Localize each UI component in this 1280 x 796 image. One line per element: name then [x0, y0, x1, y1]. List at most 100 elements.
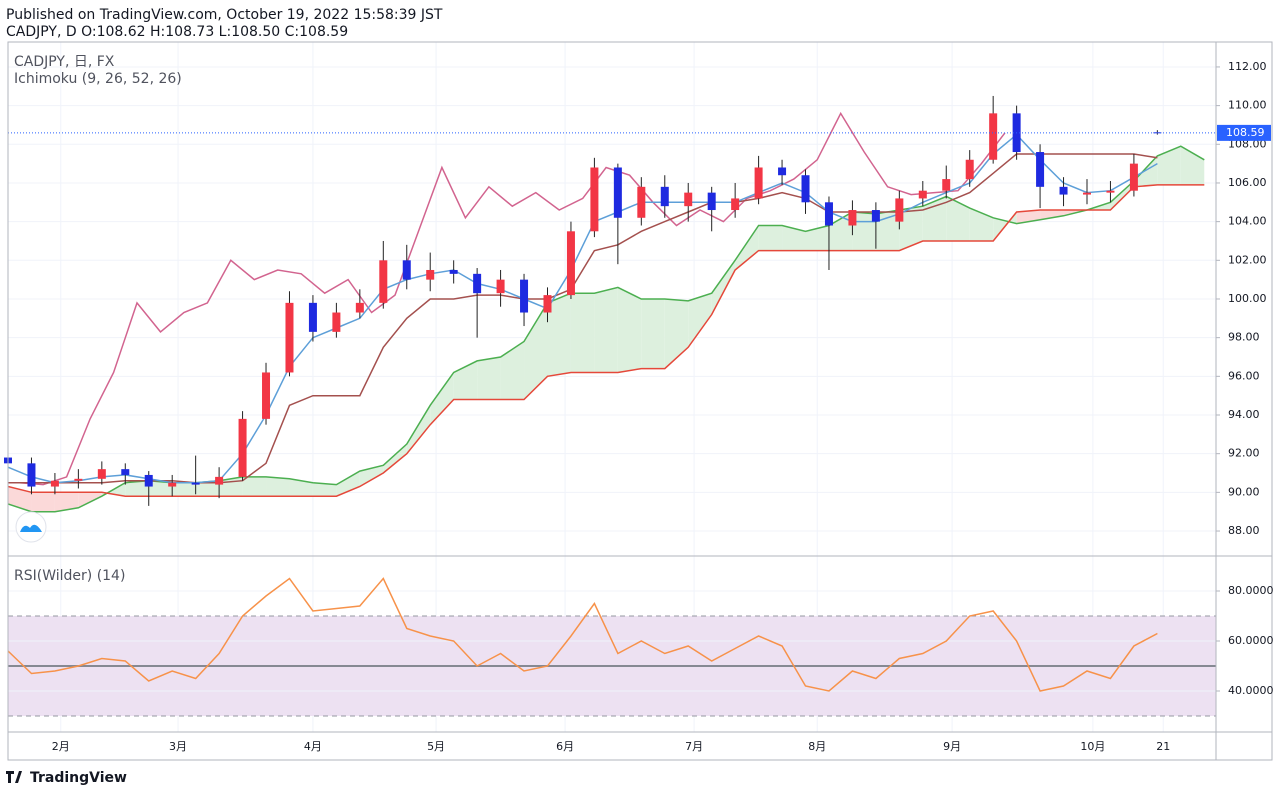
- candle-body: [379, 260, 388, 303]
- candle-body: [989, 113, 998, 160]
- cloud: [617, 287, 642, 373]
- candle-body: [308, 302, 317, 332]
- candle-body: [637, 186, 646, 218]
- cloud: [805, 225, 829, 251]
- logo: TradingView: [6, 770, 127, 786]
- cloud: [711, 260, 736, 315]
- candle-body: [942, 179, 951, 191]
- cloud: [31, 492, 55, 512]
- cloud: [664, 298, 689, 369]
- last-price-label: 108.59: [1226, 126, 1265, 139]
- cloud: [148, 480, 173, 497]
- candle-body: [660, 186, 669, 207]
- y-tick-label: 110.00: [1228, 99, 1267, 112]
- x-tick-label: 2月: [52, 740, 70, 753]
- candle-body: [50, 480, 59, 487]
- x-tick-label: 5月: [427, 740, 445, 753]
- candle-body: [168, 482, 177, 487]
- y-tick-label: 106.00: [1228, 176, 1267, 189]
- x-tick-label: 3月: [169, 740, 187, 753]
- y-tick-label: 92.00: [1228, 447, 1260, 460]
- candle-body: [871, 210, 880, 222]
- cloud: [430, 372, 454, 425]
- span-b-line: [8, 184, 1205, 497]
- y-tick-label: 104.00: [1228, 215, 1267, 228]
- y-tick-label: 88.00: [1228, 524, 1260, 537]
- candle-body: [1129, 163, 1138, 191]
- x-tick-label: 6月: [556, 740, 574, 753]
- y-tick-label: 100.00: [1228, 292, 1267, 305]
- y-tick-label: 60.0000: [1228, 634, 1274, 647]
- x-tick-label: 8月: [808, 740, 826, 753]
- cloud: [1133, 155, 1158, 187]
- candle-body: [496, 279, 505, 294]
- published-line: Published on TradingView.com, October 19…: [6, 7, 443, 23]
- candle-body: [684, 192, 693, 207]
- candle-body: [426, 269, 435, 280]
- y-tick-label: 98.00: [1228, 331, 1260, 344]
- cloud: [899, 206, 923, 251]
- candle-body: [707, 192, 716, 211]
- cloud: [570, 293, 595, 373]
- rsi-label: RSI(Wilder) (14): [14, 568, 125, 584]
- cloud: [54, 492, 79, 512]
- cloud: [383, 444, 407, 474]
- y-tick-label: 40.0000: [1228, 684, 1274, 697]
- candle-body: [473, 273, 482, 294]
- cloud: [594, 287, 618, 373]
- cloud: [500, 341, 525, 400]
- cloud: [547, 293, 571, 377]
- candle-body: [754, 167, 763, 199]
- cloud: [758, 225, 783, 251]
- cloud: [1157, 146, 1181, 185]
- y-tick-label: 96.00: [1228, 369, 1260, 382]
- cloud: [641, 298, 665, 369]
- last-price-box: [1217, 124, 1271, 141]
- x-tick-label: 7月: [685, 740, 703, 753]
- frame: [7, 41, 1273, 761]
- cloud: [359, 465, 384, 487]
- cloud: [1040, 210, 1064, 220]
- y-tick-label: 94.00: [1228, 408, 1260, 421]
- cloud: [242, 476, 267, 497]
- cloud: [312, 482, 337, 497]
- candle-body: [543, 295, 552, 313]
- cloud: [266, 476, 290, 497]
- candle-body: [1036, 152, 1045, 187]
- x-tick-label: 4月: [304, 740, 322, 753]
- y-tick-label: 112.00: [1228, 60, 1267, 73]
- candle-body: [731, 198, 740, 211]
- candle-body: [74, 478, 83, 481]
- candle-body: [191, 482, 200, 485]
- y-tick-label: 102.00: [1228, 253, 1267, 266]
- candle-body: [520, 279, 529, 313]
- candle-body: [97, 469, 106, 479]
- candle-body: [590, 167, 599, 232]
- candle-body: [778, 167, 787, 176]
- symbol-label: CADJPY, 日, FX: [14, 54, 115, 70]
- candle-body: [918, 190, 927, 199]
- x-tick-label: 21: [1156, 740, 1170, 753]
- rsi-line: [8, 577, 1158, 692]
- candle-body: [144, 474, 153, 487]
- candle-body: [449, 269, 458, 274]
- cloud: [477, 356, 501, 400]
- cloud: [828, 211, 853, 251]
- x-tick-label: 10月: [1080, 740, 1105, 753]
- cloud: [1110, 181, 1134, 211]
- candle-body: [332, 312, 341, 332]
- candle-body: [355, 302, 364, 313]
- candle-body: [613, 167, 622, 218]
- candle-body: [238, 418, 247, 477]
- candle-body: [801, 175, 810, 203]
- cloud: [125, 480, 149, 497]
- cloud: [406, 405, 431, 454]
- y-tick-label: 80.0000: [1228, 584, 1274, 597]
- tenkan-line: [8, 133, 1158, 484]
- candle-body: [566, 231, 575, 296]
- candle-body: [285, 302, 294, 373]
- candle-body: [27, 463, 36, 487]
- cloud: [969, 208, 994, 241]
- cloud: [453, 360, 478, 400]
